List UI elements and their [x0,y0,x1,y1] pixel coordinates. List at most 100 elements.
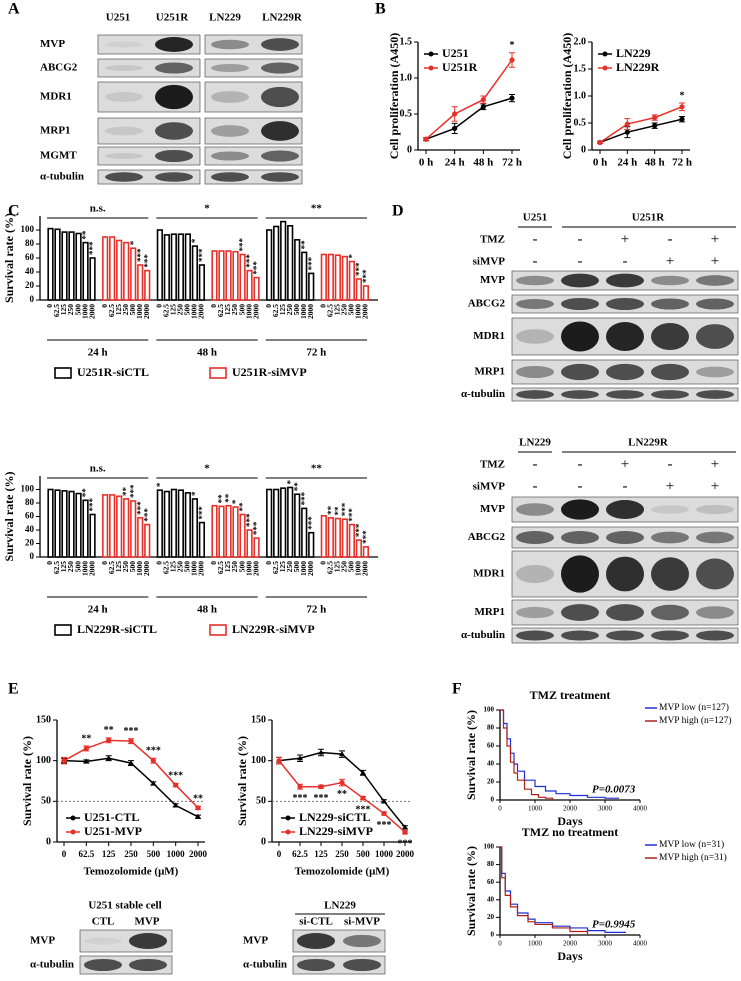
band [129,932,167,950]
band [651,363,689,381]
treatment-mark: + [711,231,719,247]
significance: *** [135,501,145,515]
treatment-mark: - [578,478,583,494]
y-tick-label: 20 [487,778,495,786]
bar [362,285,370,301]
significance: * [680,90,685,101]
significance: *** [306,516,316,530]
group-label: 72 h [306,347,326,359]
marker [480,97,486,103]
x-tick-label: 125 [278,561,287,573]
x-tick-label: 500 [128,561,137,573]
x-tick-label: 250 [124,849,138,859]
x-tick-label: 2000 [142,304,151,319]
band [606,297,644,311]
bar [170,233,177,301]
band [606,604,644,621]
bar [191,245,198,301]
band [297,932,335,950]
band [516,329,554,344]
band [606,390,644,399]
marker [150,758,156,764]
x-tick-label: 62.5 [326,304,335,317]
panel-label: B [375,1,386,18]
bar [348,260,355,301]
bar [75,232,82,301]
lane-label: MVP [134,916,159,928]
significance: ** [217,494,227,504]
band [211,151,249,161]
band [211,39,249,50]
x-tick-label: 250 [66,304,75,316]
y-tick-label: 20 [25,280,35,290]
bar [137,264,144,301]
y-tick-label: 60 [25,511,35,521]
group-label: 48 h [197,347,217,359]
marker [318,784,324,790]
x-tick-label: 1000 [244,561,253,576]
bar [198,264,206,301]
x-tick-label: 0 [264,561,273,565]
marker [276,758,282,764]
x-axis-label: Temozolomide (μM) [84,866,179,878]
y-tick-label: 1.0 [574,90,587,101]
x-tick-label: 500 [237,561,246,573]
x-tick-label: 500 [292,561,301,573]
x-tick-label: 62.5 [216,561,225,574]
band [606,273,644,288]
series-line [425,59,513,140]
marker [402,829,408,835]
bar [211,250,218,301]
row-label: α-tubulin [243,959,287,971]
group-label: 24 h [88,604,108,616]
legend-label: MVP high (n=127) [659,715,732,726]
x-tick-label: 1000 [528,940,543,948]
bar [348,523,355,558]
bar [184,233,191,301]
y-tick-label: 150 [251,714,266,725]
x-tick-label: 125 [223,304,232,316]
marker [381,798,387,804]
band [696,606,734,619]
significance: * [190,238,200,243]
legend-swatch [54,367,72,379]
y-tick-label: 0 [261,836,266,847]
legend-swatch [54,624,72,636]
treatment-mark: + [621,231,629,247]
x-tick-label: 0 [45,561,54,565]
marker [480,104,486,110]
x-tick-label: 2000 [306,304,315,319]
x-tick-label: 72 h [672,157,692,169]
x-tick-label: 500 [183,304,192,316]
chart-title: TMZ treatment [530,688,611,702]
bar [116,239,123,301]
x-tick-label: 250 [230,561,239,573]
survival-curve [500,846,589,935]
band [651,505,689,514]
series-line [425,97,513,140]
x-tick-label: 500 [73,304,82,316]
bar [280,487,287,558]
significance: * [285,479,295,484]
marker [195,813,201,819]
bar [61,231,68,301]
bar [47,227,54,301]
marker [652,115,658,121]
bar [327,517,334,558]
row-label: MVP [40,38,65,50]
bar [225,504,232,558]
bar [301,251,308,301]
y-tick-label: 60 [25,252,35,262]
x-tick-label: 1000 [354,561,363,576]
band [561,297,599,311]
significance: ** [104,725,114,736]
treatment-mark: - [578,231,583,247]
band [155,37,193,52]
bar [355,278,362,301]
x-tick-label: 0 [277,849,282,859]
panel-label: C [8,203,20,220]
band [516,606,554,619]
x-tick-label: 250 [121,561,130,573]
legend-label: U251 [442,46,469,60]
marker [106,737,112,743]
